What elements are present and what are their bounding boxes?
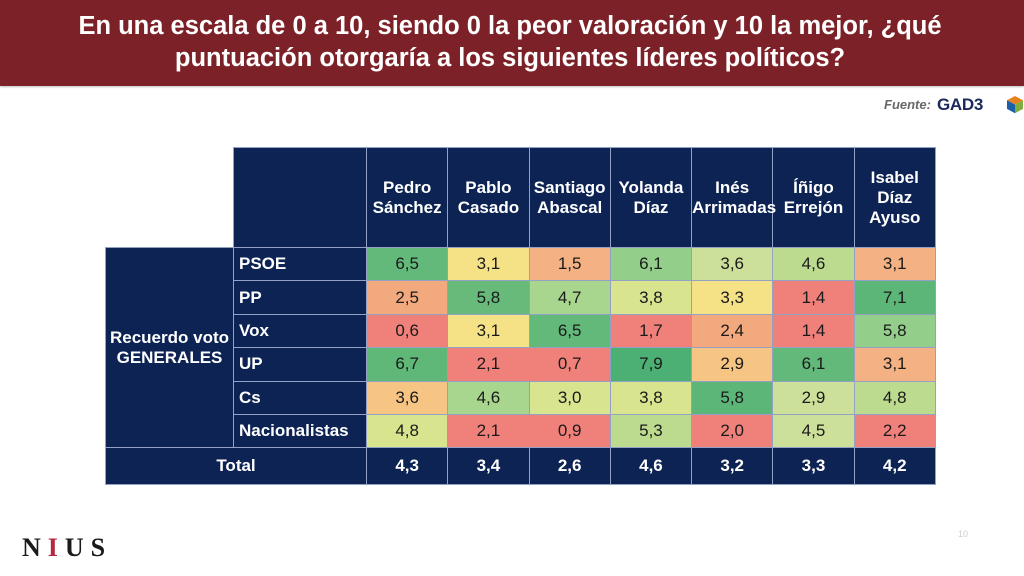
- svg-text:GAD3: GAD3: [937, 95, 983, 114]
